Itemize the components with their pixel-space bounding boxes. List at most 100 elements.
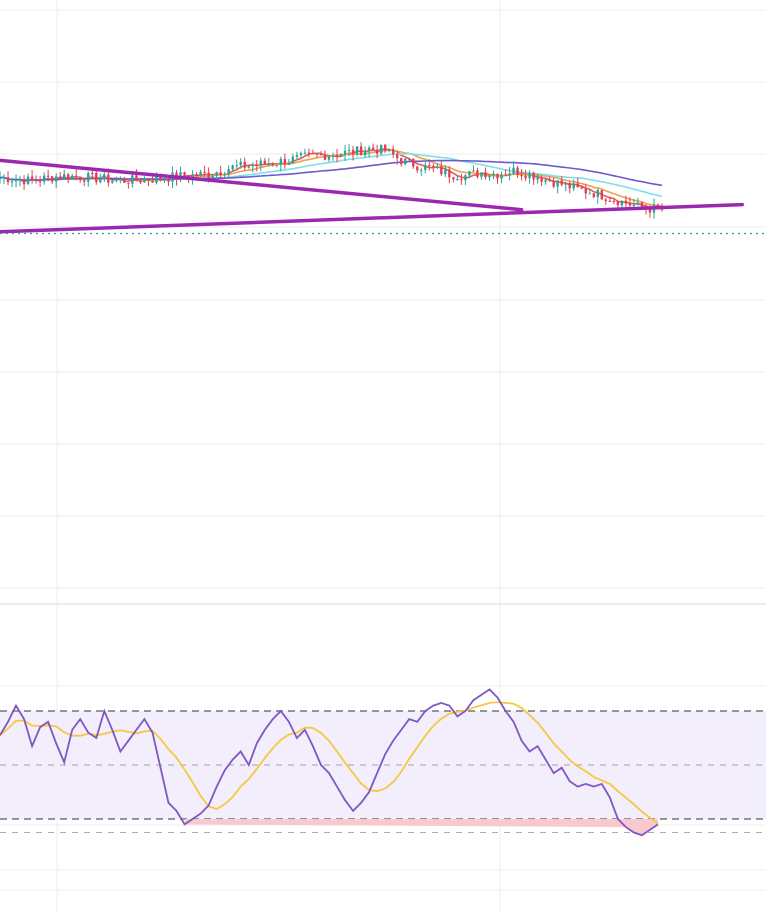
candle-body [307,152,311,154]
candle-body [588,193,591,195]
candle-body [391,148,395,155]
candle-body [404,158,407,165]
candle-body [227,169,230,175]
candle-body [516,167,519,176]
candle-body [327,156,331,160]
candle-body [492,173,495,176]
candle-body [115,179,118,181]
candle-body [159,175,162,180]
candle-body [560,180,563,185]
candle-body [235,165,238,167]
candle-body [83,180,86,182]
candle-body [42,175,46,182]
candle-body [203,171,206,173]
candle-body [18,179,22,181]
candle-body [428,165,431,167]
candle-body [608,200,612,202]
candle-body [576,183,579,188]
candle-body [408,158,411,160]
candle-body [472,170,475,172]
trendlines [0,158,744,234]
trendline-1 [0,158,524,212]
candle-body [351,149,355,155]
trendline-2 [0,202,744,234]
candle-body [383,144,387,151]
candle-body [167,179,170,182]
candle-body [448,169,451,178]
candle-body [219,172,222,175]
candle-body [0,177,2,180]
candle-body [371,147,375,150]
candle-body [211,175,214,178]
candle-body [572,183,575,189]
candle-body [46,175,50,177]
candle-body [30,176,34,180]
candle-body [568,183,571,189]
candle-body [295,155,299,157]
candle-body [10,181,14,183]
candle-body [91,172,94,174]
candle-body [616,201,620,206]
candle-body [71,175,74,180]
candle-body [628,203,632,206]
candle-body [640,202,644,208]
candle-body [400,158,403,165]
candle-body [263,160,266,165]
candle-body [247,166,250,168]
candle-body [139,180,142,183]
candle-body [2,177,6,179]
candle-body [103,174,106,180]
candle-body [107,174,110,183]
candle-body [620,200,624,206]
candle-body [287,162,291,165]
candle-body [464,175,467,181]
rsi-signal-line [0,701,659,825]
candle-body [440,166,443,175]
candle-body [592,193,595,198]
candle-body [243,161,246,168]
candle-body [484,172,487,178]
candle-body [111,180,114,183]
candlestick-series [0,142,664,219]
candle-body [275,164,279,166]
candle-body [508,173,511,176]
candle-body [632,205,636,207]
candle-body [50,176,54,182]
candle-body [584,188,587,194]
candle-body [119,179,122,181]
candle-body [488,175,491,178]
candle-body [580,187,583,189]
candle-body [163,179,166,181]
candle-body [127,182,130,184]
candle-body [379,144,383,154]
candle-body [343,150,347,155]
candle-body [331,155,335,157]
candle-body [500,174,503,179]
candle-body [363,150,367,156]
candle-body [540,177,543,182]
candle-body [528,172,531,179]
candle-body [480,172,483,177]
candle-body [412,158,415,167]
candle-body [22,179,26,185]
candle-body [147,179,150,182]
candle-body [311,152,315,154]
candle-body [255,165,258,167]
candle-body [199,171,202,176]
candle-body [6,177,10,183]
candle-body [283,159,287,165]
candle-body [26,176,30,185]
candle-body [460,179,463,181]
candle-body [231,165,234,170]
candle-body [375,149,379,154]
candle-body [476,170,479,177]
candle-body [58,176,62,179]
candle-body [95,173,98,183]
candle-body [54,176,58,182]
candle-body [183,172,186,176]
candle-body [604,199,608,201]
candle-body [496,173,499,179]
candle-body [191,174,194,179]
candle-body [87,172,90,182]
candle-body [319,154,323,156]
